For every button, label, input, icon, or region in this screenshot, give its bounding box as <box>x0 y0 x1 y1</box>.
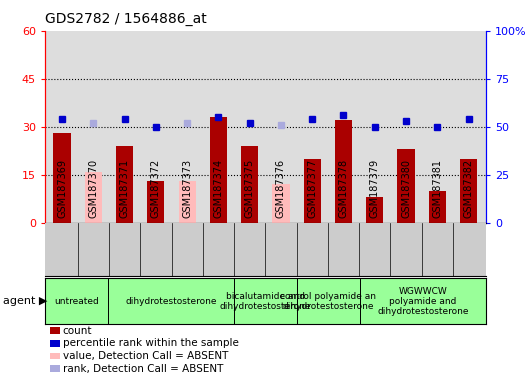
Bar <box>116 146 133 223</box>
Bar <box>234 278 297 324</box>
Text: untreated: untreated <box>54 297 99 306</box>
Text: control polyamide an
dihydrotestosterone: control polyamide an dihydrotestosterone <box>280 292 376 311</box>
Text: value, Detection Call = ABSENT: value, Detection Call = ABSENT <box>63 351 228 361</box>
Text: percentile rank within the sample: percentile rank within the sample <box>63 338 239 348</box>
Text: agent ▶: agent ▶ <box>3 296 47 306</box>
Bar <box>108 278 234 324</box>
Bar <box>366 197 383 223</box>
Bar <box>398 149 414 223</box>
Text: rank, Detection Call = ABSENT: rank, Detection Call = ABSENT <box>63 364 223 374</box>
Bar <box>304 159 321 223</box>
Bar <box>53 133 71 223</box>
Bar <box>241 146 258 223</box>
Bar <box>360 278 486 324</box>
Bar <box>210 117 227 223</box>
Bar <box>272 184 289 223</box>
Text: count: count <box>63 326 92 336</box>
Text: bicalutamide and
dihydrotestosterone: bicalutamide and dihydrotestosterone <box>220 292 311 311</box>
Bar <box>297 278 360 324</box>
Bar <box>335 120 352 223</box>
Bar <box>85 172 102 223</box>
Text: GDS2782 / 1564886_at: GDS2782 / 1564886_at <box>45 12 206 25</box>
Text: dihydrotestosterone: dihydrotestosterone <box>125 297 216 306</box>
Bar <box>147 181 165 223</box>
Bar <box>178 181 196 223</box>
Text: WGWWCW
polyamide and
dihydrotestosterone: WGWWCW polyamide and dihydrotestosterone <box>377 286 468 316</box>
Bar <box>429 191 446 223</box>
Bar <box>460 159 477 223</box>
Bar <box>45 278 108 324</box>
